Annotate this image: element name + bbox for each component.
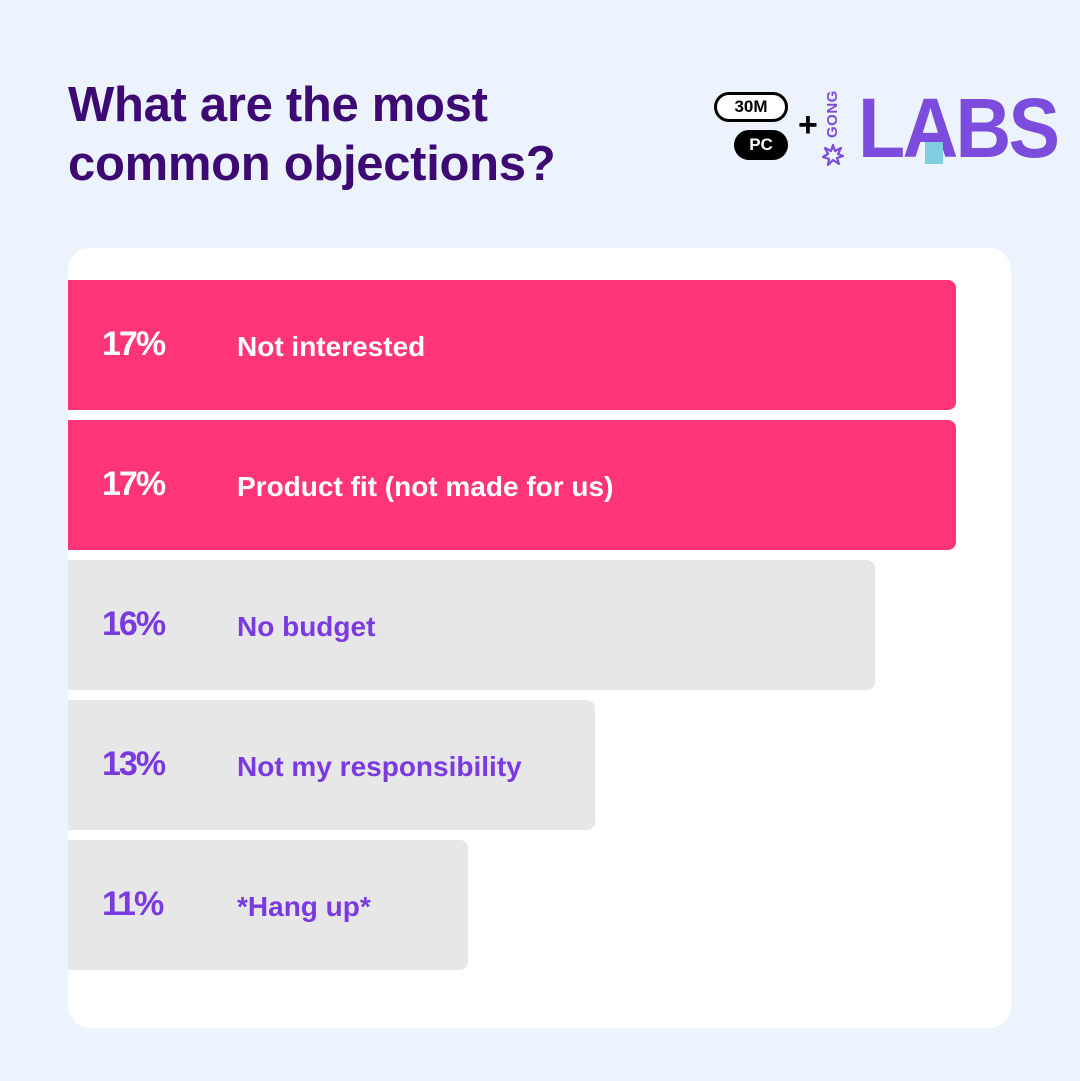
30mpc-logo-top: 30M: [714, 92, 788, 122]
labs-beaker-icon: [925, 142, 943, 164]
bar-label: Not interested: [237, 331, 426, 362]
gong-logo: GONG: [822, 90, 844, 168]
bar-value: 17%: [102, 325, 166, 363]
bar-product-fit: 17% Product fit (not made for us): [68, 420, 956, 550]
bar-value: 17%: [102, 465, 166, 503]
chart-card: 17% Not interested 17% Product fit (not …: [68, 248, 1011, 1028]
title-line-1: What are the most: [68, 78, 488, 132]
bar-not-my-responsibility: 13% Not my responsibility: [68, 700, 595, 830]
bar-value: 11%: [102, 885, 164, 923]
bar-label: *Hang up*: [237, 891, 371, 922]
title-line-2: common objections?: [68, 137, 556, 191]
30mpc-logo-bottom: PC: [734, 130, 788, 160]
bar-label: Product fit (not made for us): [237, 471, 614, 502]
bar-value: 13%: [102, 745, 166, 783]
bar-not-interested: 17% Not interested: [68, 280, 956, 410]
bar-hang-up: 11% *Hang up*: [68, 840, 468, 970]
bar-label: No budget: [237, 611, 376, 642]
gong-burst-icon: [822, 144, 844, 166]
chart-title: What are the most common objections?: [68, 76, 668, 194]
gong-wordmark: GONG: [824, 90, 841, 138]
brand-logos: 30M PC + GONG LABS: [714, 86, 1060, 170]
labs-wordmark: LABS: [858, 81, 1060, 175]
plus-sign: +: [798, 106, 818, 144]
bar-label: Not my responsibility: [237, 751, 522, 782]
bar-no-budget: 16% No budget: [68, 560, 875, 690]
bar-value: 16%: [102, 605, 166, 643]
